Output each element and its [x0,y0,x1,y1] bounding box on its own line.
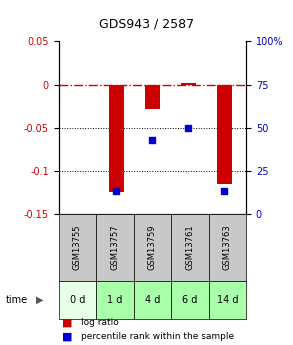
Bar [145,85,160,109]
Text: ■: ■ [62,318,72,327]
Text: GSM13757: GSM13757 [110,225,119,270]
Text: 14 d: 14 d [217,295,238,305]
Text: 0 d: 0 d [70,295,85,305]
Text: percentile rank within the sample: percentile rank within the sample [81,332,234,341]
Text: GSM13763: GSM13763 [223,225,232,270]
Text: ▶: ▶ [36,295,43,305]
Bar [109,85,124,192]
Text: ■: ■ [62,332,72,341]
Bar [217,85,232,184]
Text: 6 d: 6 d [182,295,197,305]
Text: GDS943 / 2587: GDS943 / 2587 [99,17,194,30]
Text: 4 d: 4 d [145,295,160,305]
Text: time: time [6,295,28,305]
Text: GSM13761: GSM13761 [185,225,194,270]
Text: GSM13755: GSM13755 [73,225,82,270]
Bar [181,83,196,85]
Text: log ratio: log ratio [81,318,118,327]
Text: 1 d: 1 d [107,295,122,305]
Text: GSM13759: GSM13759 [148,225,157,270]
